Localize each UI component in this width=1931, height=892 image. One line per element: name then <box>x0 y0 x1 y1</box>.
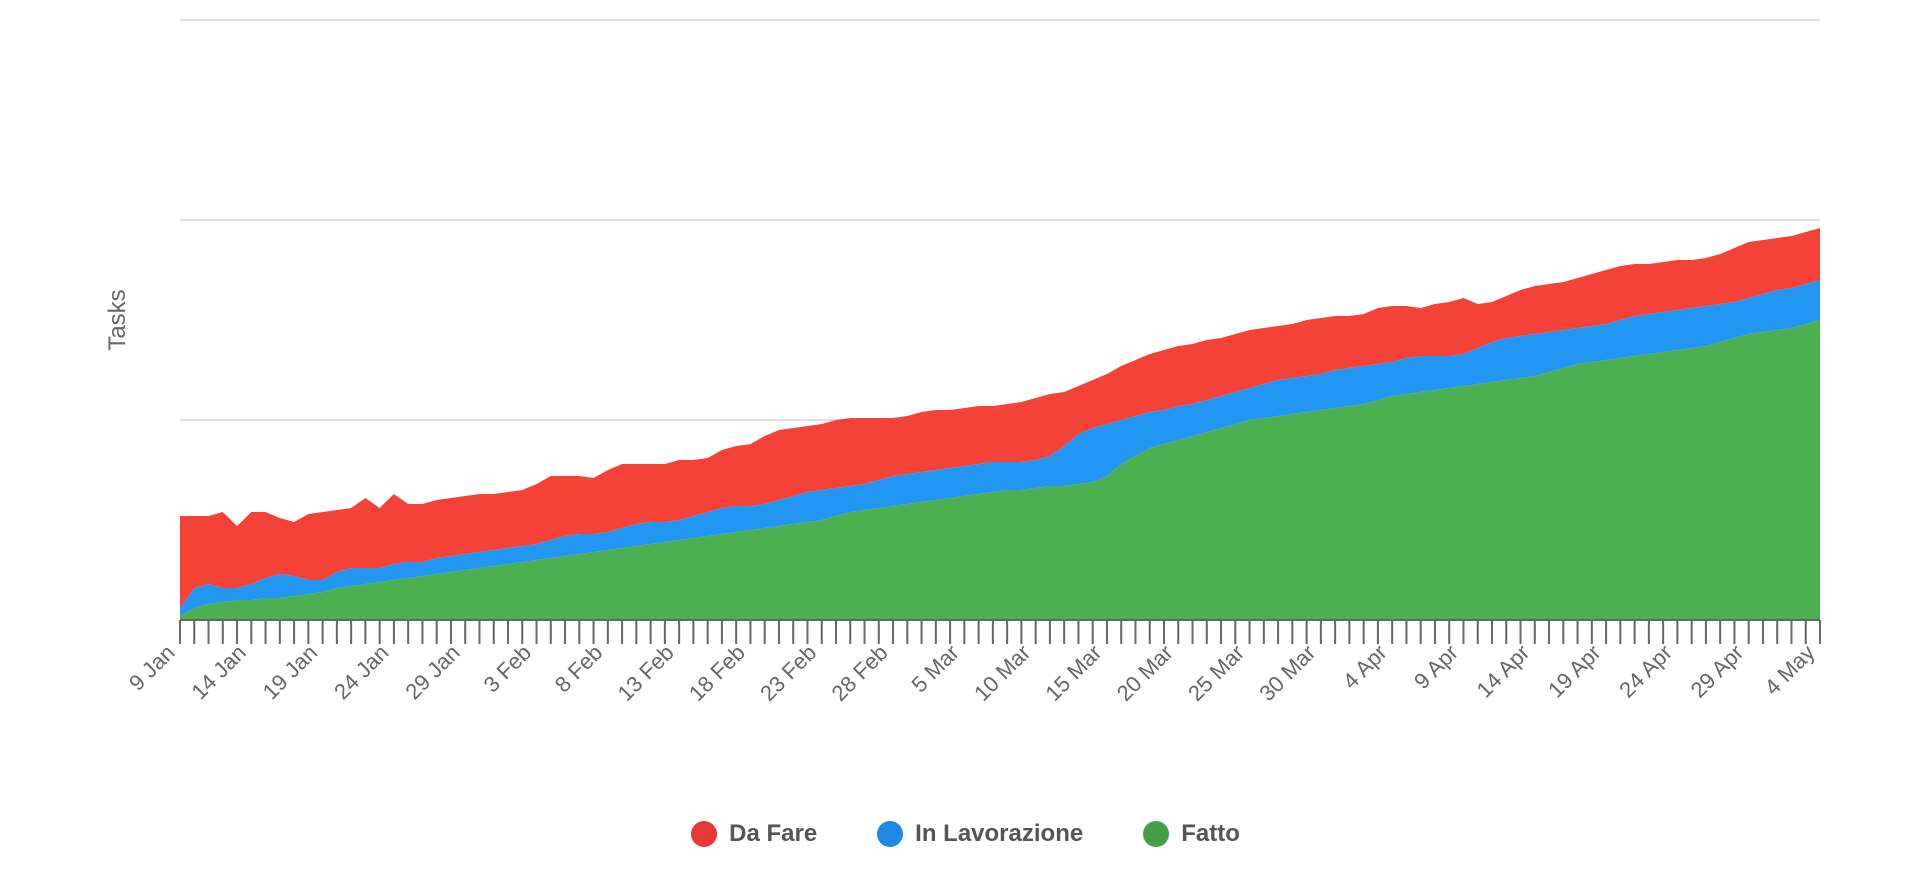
x-axis-label: 20 Mar <box>1112 640 1178 706</box>
x-axis-label: 29 Jan <box>400 640 464 704</box>
x-axis-label: 4 Apr <box>1338 640 1392 694</box>
legend-label-fatto: Fatto <box>1181 820 1240 848</box>
x-axis-label: 15 Mar <box>1040 640 1106 706</box>
x-axis-label: 28 Feb <box>826 640 892 706</box>
chart-svg: 9 Jan14 Jan19 Jan24 Jan29 Jan3 Feb8 Feb1… <box>0 0 1931 780</box>
x-axis-label: 13 Feb <box>613 640 679 706</box>
x-axis-label: 23 Feb <box>755 640 821 706</box>
chart-legend: Da Fare In Lavorazione Fatto <box>0 820 1931 848</box>
x-axis-label: 19 Apr <box>1543 640 1606 703</box>
x-axis-label: 14 Jan <box>186 640 250 704</box>
legend-swatch-in-lavorazione <box>877 821 903 847</box>
x-axis-label: 4 May <box>1759 640 1819 700</box>
x-axis-label: 19 Jan <box>258 640 322 704</box>
x-axis-label: 25 Mar <box>1183 640 1249 706</box>
legend-swatch-da-fare <box>691 821 717 847</box>
legend-item-in-lavorazione: In Lavorazione <box>877 820 1083 848</box>
x-axis-label: 29 Apr <box>1686 640 1749 703</box>
x-axis-label: 24 Apr <box>1614 640 1677 703</box>
x-axis-label: 14 Apr <box>1472 640 1535 703</box>
legend-swatch-fatto <box>1143 821 1169 847</box>
legend-label-da-fare: Da Fare <box>729 820 817 848</box>
x-axis-label: 8 Feb <box>550 640 607 697</box>
legend-label-in-lavorazione: In Lavorazione <box>915 820 1083 848</box>
x-axis-label: 10 Mar <box>969 640 1035 706</box>
x-axis-label: 24 Jan <box>329 640 393 704</box>
x-axis-label: 9 Jan <box>124 640 180 696</box>
x-axis-label: 3 Feb <box>479 640 536 697</box>
cumulative-flow-chart: 9 Jan14 Jan19 Jan24 Jan29 Jan3 Feb8 Feb1… <box>0 0 1931 892</box>
x-axis-label: 18 Feb <box>684 640 750 706</box>
x-axis-label: 5 Mar <box>906 640 963 697</box>
y-axis-title: Tasks <box>104 289 131 350</box>
x-axis-label: 30 Mar <box>1254 640 1320 706</box>
x-axis-label: 9 Apr <box>1409 640 1463 694</box>
legend-item-da-fare: Da Fare <box>691 820 817 848</box>
legend-item-fatto: Fatto <box>1143 820 1240 848</box>
